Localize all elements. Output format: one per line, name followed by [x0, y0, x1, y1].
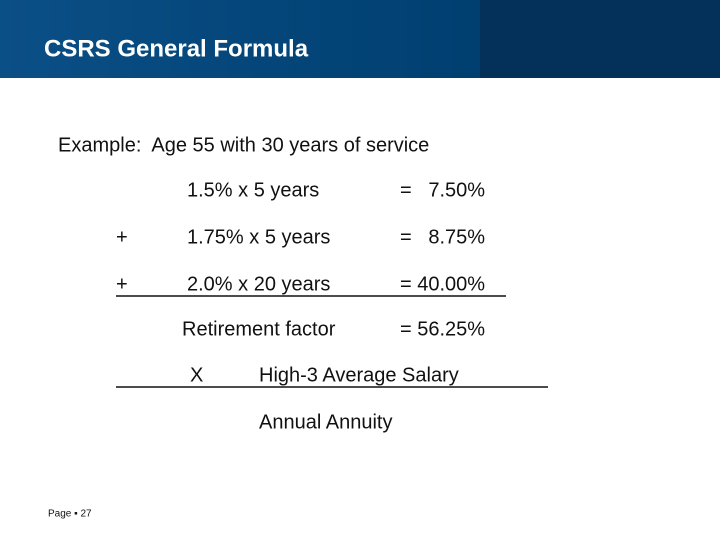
- term: High-3 Average Salary: [259, 364, 459, 386]
- result-text: Annual Annuity: [259, 411, 392, 433]
- term: 1.75% x 5 years: [187, 226, 330, 248]
- result: = 40.00%: [400, 273, 485, 295]
- example-text: Example: Age 55 with 30 years of service: [58, 134, 429, 156]
- result: = 8.75%: [400, 226, 485, 248]
- page-footer: Page ▪ 27: [48, 509, 92, 520]
- operator: +: [116, 226, 128, 248]
- operator: +: [116, 273, 128, 295]
- result: = 7.50%: [400, 179, 485, 201]
- operator: X: [190, 364, 203, 386]
- result: = 56.25%: [400, 318, 485, 340]
- term: Retirement factor: [182, 318, 336, 340]
- term: 1.5% x 5 years: [187, 179, 319, 201]
- header-band-right: [480, 0, 720, 78]
- slide-title: CSRS General Formula: [44, 35, 309, 62]
- header-band: [0, 0, 480, 78]
- term: 2.0% x 20 years: [187, 273, 330, 295]
